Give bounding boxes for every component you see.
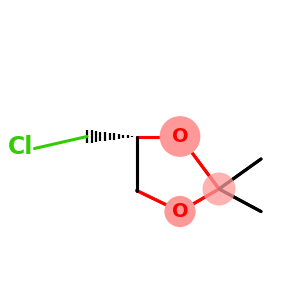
Circle shape <box>160 116 200 157</box>
Text: Cl: Cl <box>8 135 33 159</box>
Circle shape <box>164 196 196 227</box>
Text: O: O <box>172 202 188 221</box>
Circle shape <box>202 172 236 206</box>
Text: O: O <box>172 127 188 146</box>
